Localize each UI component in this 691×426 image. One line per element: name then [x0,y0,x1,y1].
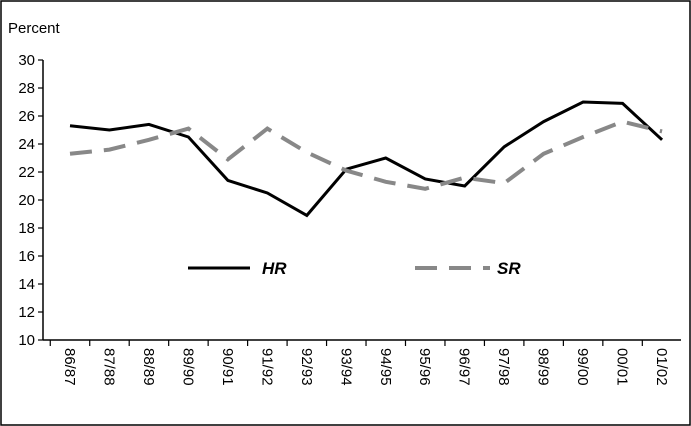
x-tick-label: 93/94 [337,348,354,386]
y-tick-label: 26 [18,108,35,125]
legend-label: SR [497,259,521,278]
y-tick-label: 12 [18,304,35,321]
y-tick-label: 20 [18,192,35,209]
x-tick-label: 86/87 [61,348,78,386]
y-tick-label: 22 [18,164,35,181]
line-series [69,100,664,218]
y-tick-label: 30 [18,52,35,69]
x-tick-label: 92/93 [298,348,315,386]
x-tick-label: 99/00 [574,348,591,386]
y-tick-label: 14 [18,276,35,293]
x-tick-label: 88/89 [140,348,157,386]
x-tick-label: 89/90 [179,348,196,386]
x-tick-label: 91/92 [258,348,275,386]
x-tick-label: 01/02 [653,348,670,386]
y-tick-label: 10 [18,332,35,349]
x-tick-label: 90/91 [219,348,236,386]
y-tick-label: 18 [18,220,35,237]
y-tick-label: 16 [18,248,35,265]
x-tick-label: 98/99 [535,348,552,386]
legend-label: HR [262,259,287,278]
x-tick-label: 87/88 [100,348,117,386]
y-tick-label: 24 [18,136,35,153]
x-tick-label: 95/96 [416,348,433,386]
x-tick-label: 00/01 [614,348,631,386]
x-tick-label: 96/97 [456,348,473,386]
y-tick-label: 28 [18,80,35,97]
y-axis-label: Percent [8,20,61,37]
x-tick-label: 94/95 [377,348,394,386]
x-tick-label: 97/98 [495,348,512,386]
